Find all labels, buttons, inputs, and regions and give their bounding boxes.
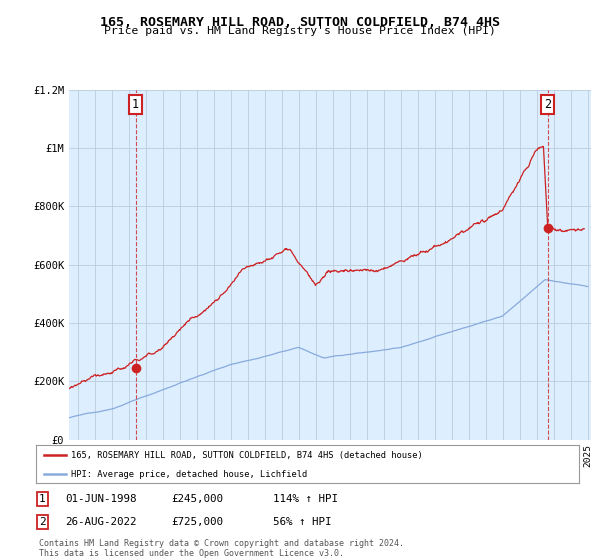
Text: £245,000: £245,000 <box>171 494 223 504</box>
Text: £725,000: £725,000 <box>171 517 223 527</box>
Text: 2: 2 <box>544 97 551 111</box>
Text: 56% ↑ HPI: 56% ↑ HPI <box>273 517 331 527</box>
Text: 114% ↑ HPI: 114% ↑ HPI <box>273 494 338 504</box>
Text: Contains HM Land Registry data © Crown copyright and database right 2024.
This d: Contains HM Land Registry data © Crown c… <box>39 539 404 558</box>
Text: HPI: Average price, detached house, Lichfield: HPI: Average price, detached house, Lich… <box>71 470 308 479</box>
Text: 1: 1 <box>132 97 139 111</box>
Text: 165, ROSEMARY HILL ROAD, SUTTON COLDFIELD, B74 4HS (detached house): 165, ROSEMARY HILL ROAD, SUTTON COLDFIEL… <box>71 451 423 460</box>
Text: 01-JUN-1998: 01-JUN-1998 <box>65 494 136 504</box>
Text: 26-AUG-2022: 26-AUG-2022 <box>65 517 136 527</box>
Text: 165, ROSEMARY HILL ROAD, SUTTON COLDFIELD, B74 4HS: 165, ROSEMARY HILL ROAD, SUTTON COLDFIEL… <box>100 16 500 29</box>
Text: 2: 2 <box>39 517 46 527</box>
Text: Price paid vs. HM Land Registry's House Price Index (HPI): Price paid vs. HM Land Registry's House … <box>104 26 496 36</box>
Text: 1: 1 <box>39 494 46 504</box>
